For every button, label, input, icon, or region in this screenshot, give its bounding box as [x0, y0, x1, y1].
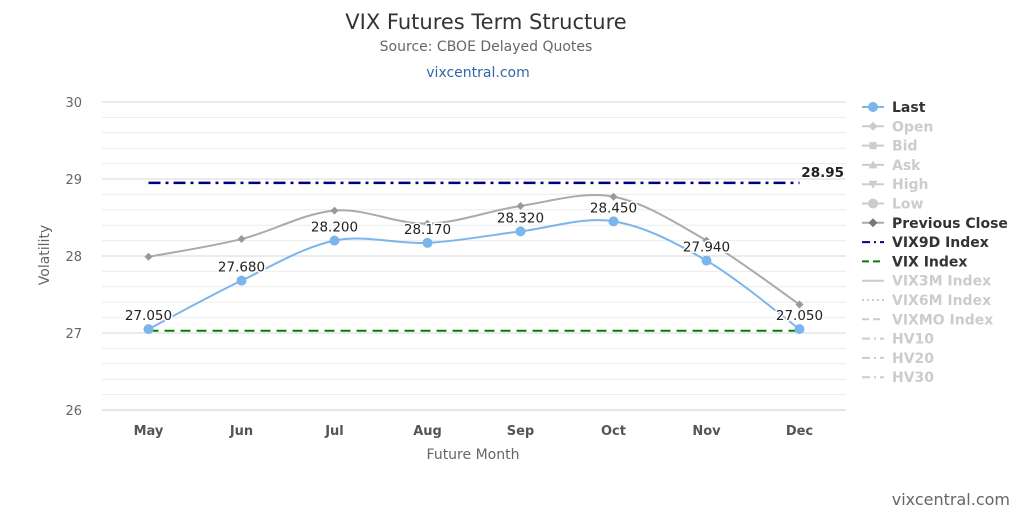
legend-marker: [868, 160, 878, 169]
chart-subtitle: Source: CBOE Delayed Quotes: [380, 39, 593, 55]
legend-item[interactable]: Low: [862, 197, 924, 213]
legend-marker: [869, 142, 877, 150]
x-tick-label: Nov: [692, 424, 721, 439]
legend-item[interactable]: HV30: [862, 370, 934, 386]
last-line: [148, 219, 801, 331]
y-tick-label: 28: [65, 250, 82, 265]
last-data-label: 28.200: [311, 220, 358, 236]
previous-close-point: [609, 192, 618, 201]
legend-item[interactable]: VIX6M Index: [862, 293, 991, 309]
chart-title: VIX Futures Term Structure: [345, 10, 626, 34]
x-tick-label: Aug: [413, 424, 442, 439]
legend-label: Bid: [892, 139, 918, 155]
series-layer: 28.95 27.050 27.680 28.200 28.170 28.320 28.45…: [123, 165, 844, 335]
last-point: [794, 324, 805, 335]
legend-marker: [868, 218, 878, 228]
legend-label: Low: [892, 197, 924, 213]
legend-item[interactable]: VIX Index: [862, 254, 967, 270]
y-tick-label: 26: [65, 404, 82, 419]
last-point: [143, 324, 154, 335]
last-data-label: 27.050: [125, 308, 172, 324]
y-axis-title: Volatility: [37, 225, 53, 285]
x-axis-ticks: May Jun Jul Aug Sep Oct Nov Dec: [134, 424, 814, 439]
last-point: [329, 235, 340, 246]
x-tick-label: Dec: [786, 424, 813, 439]
legend-label: Last: [892, 100, 926, 116]
y-axis-ticks: 26 27 28 29 30: [65, 96, 82, 419]
legend-label: VIX Index: [892, 254, 967, 270]
legend-item[interactable]: VIX9D Index: [862, 235, 989, 251]
previous-close-point: [795, 300, 804, 309]
previous-close-point: [423, 219, 432, 228]
legend-marker: [868, 121, 878, 131]
x-tick-label: Oct: [601, 424, 626, 439]
legend-label: HV20: [892, 351, 934, 367]
last-data-label: 28.170: [404, 222, 451, 238]
x-tick-label: Sep: [507, 424, 535, 439]
x-axis-title: Future Month: [427, 447, 520, 463]
legend-label: VIXMO Index: [892, 312, 993, 328]
last-data-label: 28.320: [497, 210, 544, 226]
last-point: [608, 216, 619, 227]
legend-marker: [868, 102, 878, 112]
legend-label: Open: [892, 119, 933, 135]
legend-item[interactable]: High: [862, 177, 929, 193]
legend-label: VIX3M Index: [892, 274, 991, 290]
legend-label: High: [892, 177, 929, 193]
legend-item[interactable]: VIXMO Index: [862, 312, 993, 328]
last-point: [236, 275, 247, 286]
legend-item[interactable]: Previous Close: [862, 216, 1008, 232]
legend-label: VIX6M Index: [892, 293, 991, 309]
last-point: [701, 255, 712, 266]
credit-text: vixcentral.com: [892, 490, 1010, 509]
legend-label: VIX9D Index: [892, 235, 989, 251]
previous-close-point: [516, 201, 525, 210]
plot-grid: [102, 101, 846, 411]
vix9d-value-label: 28.95: [801, 165, 844, 181]
last-point: [422, 237, 433, 248]
legend: Last Open Bid Ask High Low Previous Close VIX9D…: [862, 100, 1008, 386]
last-data-label: 27.680: [218, 260, 265, 276]
legend-marker: [868, 198, 878, 209]
legend-item[interactable]: HV20: [862, 351, 934, 367]
legend-label: HV10: [892, 332, 934, 348]
y-tick-label: 29: [65, 173, 82, 188]
legend-label: HV30: [892, 370, 934, 386]
legend-item[interactable]: Open: [862, 119, 933, 135]
source-link[interactable]: vixcentral.com: [426, 65, 529, 81]
x-tick-label: May: [134, 424, 164, 439]
last-data-label: 28.450: [590, 200, 637, 216]
legend-item[interactable]: HV10: [862, 332, 934, 348]
x-tick-label: Jun: [229, 424, 253, 439]
previous-close-line: [148, 194, 801, 306]
legend-item[interactable]: VIX3M Index: [862, 274, 991, 290]
legend-marker: [868, 180, 878, 189]
legend-item[interactable]: Bid: [862, 139, 918, 155]
previous-close-point: [237, 235, 246, 244]
last-point: [515, 226, 526, 237]
legend-label: Ask: [892, 158, 921, 174]
legend-label: Previous Close: [892, 216, 1008, 232]
previous-close-point: [702, 236, 711, 245]
last-data-label: 27.050: [776, 308, 823, 324]
x-tick-label: Jul: [324, 424, 344, 439]
y-tick-label: 30: [65, 96, 82, 111]
previous-close-point: [144, 252, 153, 261]
previous-close-point: [330, 206, 339, 215]
last-data-label: 27.940: [683, 240, 730, 256]
legend-item[interactable]: Ask: [862, 158, 921, 174]
y-tick-label: 27: [65, 327, 82, 342]
legend-item[interactable]: Last: [862, 100, 926, 116]
